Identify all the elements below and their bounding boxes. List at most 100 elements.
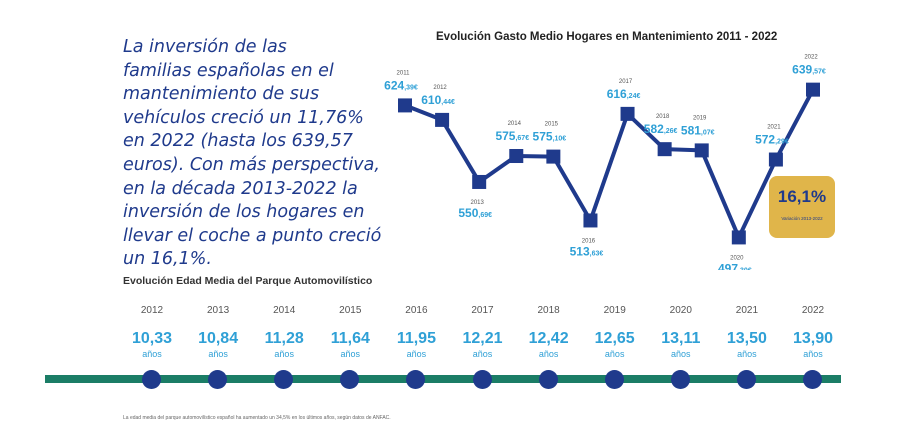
spending-value-label: 513,63€ <box>570 244 604 258</box>
age-year-label: 2014 <box>273 305 296 316</box>
age-unit: años <box>208 349 228 359</box>
spending-point-2015 <box>546 149 561 164</box>
age-value: 11,95 <box>396 330 436 347</box>
intro-line: en la década 2013-2022 la <box>123 178 358 199</box>
spending-year-label: 2016 <box>582 238 596 244</box>
intro-line: familias españolas en el <box>123 60 334 81</box>
age-unit: años <box>538 349 559 359</box>
spending-year-label: 2020 <box>730 255 744 261</box>
spending-year-label: 2014 <box>508 121 522 127</box>
intro-line: inversión de los hogares en <box>123 202 365 223</box>
age-unit: años <box>604 349 625 359</box>
age-value: 10,84 <box>198 330 239 347</box>
spending-year-label: 2018 <box>656 114 670 120</box>
intro-line: vehículos creció un 11,76% <box>123 107 364 128</box>
age-value: 11,28 <box>264 330 304 347</box>
spending-value-label: 624,39€ <box>384 78 418 92</box>
spending-year-label: 2017 <box>619 79 633 85</box>
age-year-label: 2021 <box>735 305 759 316</box>
spending-year-label: 2013 <box>471 200 485 206</box>
spending-point-2018 <box>657 142 672 157</box>
age-value: 13,90 <box>792 330 834 347</box>
timeline-dot <box>604 370 624 389</box>
spending-value-label: 497,30€ <box>718 261 752 270</box>
timeline-dot <box>406 370 426 389</box>
timeline-dot <box>736 370 756 389</box>
timeline-dot <box>274 370 294 389</box>
age-year-label: 2019 <box>603 305 626 316</box>
age-value: 13,11 <box>661 330 701 347</box>
age-value: 12,21 <box>462 330 503 347</box>
intro-line: en 2022 (hasta los 639,57 <box>123 131 353 152</box>
intro-line: mantenimiento de sus <box>123 84 320 105</box>
spending-value-label: 575,10€ <box>533 130 567 144</box>
spending-point-2014 <box>509 149 524 164</box>
age-year-label: 2015 <box>339 305 362 316</box>
age-unit: años <box>671 349 691 359</box>
spending-value-label: 610,44€ <box>421 93 455 107</box>
spending-year-label: 2019 <box>693 115 707 121</box>
intro-line: euros). Con más perspectiva, <box>123 154 380 175</box>
spending-year-label: 2021 <box>767 125 781 131</box>
spending-point-2012 <box>435 112 450 127</box>
timeline-dot <box>208 370 228 389</box>
footnote: La edad media del parque automovilístico… <box>123 415 391 421</box>
age-year-label: 2020 <box>669 305 692 316</box>
badge-note: Variación 2013-2022 <box>781 216 823 221</box>
intro-line: La inversión de las <box>123 37 287 57</box>
variation-badge: 16,1% Variación 2013-2022 <box>769 176 835 238</box>
timeline-dot <box>340 370 360 389</box>
spending-value-label: 575,67€ <box>495 129 529 143</box>
timeline-bar <box>45 375 841 383</box>
age-unit: años <box>406 349 427 359</box>
age-unit: años <box>340 349 361 359</box>
intro-line: llevar el coche a punto creció <box>123 225 382 246</box>
spending-point-2017 <box>620 106 635 121</box>
spending-value-label: 581,07€ <box>681 123 715 137</box>
age-unit: años <box>472 349 493 359</box>
age-year-label: 2012 <box>140 305 164 316</box>
spending-value-label: 582,26€ <box>644 122 678 136</box>
badge-value: 16,1% <box>777 187 827 206</box>
age-unit: años <box>142 349 162 359</box>
spending-point-2020 <box>731 230 746 245</box>
spending-series-line <box>404 88 815 240</box>
timeline-dot <box>142 370 161 389</box>
spending-point-2022 <box>806 82 820 97</box>
timeline-dot <box>670 370 690 389</box>
timeline-dot <box>803 370 822 389</box>
timeline-dot <box>538 370 558 389</box>
age-value: 11,64 <box>330 330 370 347</box>
timeline-dot <box>472 370 492 389</box>
age-value: 12,42 <box>528 330 569 347</box>
age-timeline-title: Evolución Edad Media del Parque Automovi… <box>123 275 373 287</box>
age-year-label: 2018 <box>537 305 560 316</box>
age-unit: años <box>803 349 823 359</box>
age-unit: años <box>737 349 757 359</box>
age-year-label: 2017 <box>471 305 494 316</box>
age-year-label: 2016 <box>405 305 428 316</box>
spending-value-label: 616,24€ <box>607 87 641 101</box>
spending-value-label: 639,57€ <box>792 63 826 77</box>
age-unit: años <box>274 349 294 359</box>
spending-chart-title: Evolución Gasto Medio Hogares en Manteni… <box>436 31 778 43</box>
intro-line: un 16,1%. <box>123 249 212 270</box>
spending-value-label: 550,69€ <box>458 206 492 220</box>
age-year-label: 2022 <box>801 305 825 316</box>
spending-year-label: 2022 <box>804 55 818 61</box>
spending-year-label: 2012 <box>433 85 447 91</box>
age-value: 10,33 <box>131 330 173 347</box>
age-value: 13,50 <box>726 330 767 347</box>
spending-year-label: 2011 <box>397 70 411 76</box>
spending-point-2021 <box>768 152 783 167</box>
spending-point-2016 <box>583 213 598 228</box>
intro-text: La inversión de las familias españolas e… <box>123 36 393 272</box>
spending-value-label: 572,29€ <box>755 133 789 147</box>
age-year-label: 2013 <box>206 305 230 316</box>
spending-point-2011 <box>398 98 412 113</box>
age-value: 12,65 <box>594 330 635 347</box>
spending-year-label: 2015 <box>545 122 559 128</box>
spending-point-2013 <box>472 174 487 189</box>
spending-point-2019 <box>694 143 709 158</box>
